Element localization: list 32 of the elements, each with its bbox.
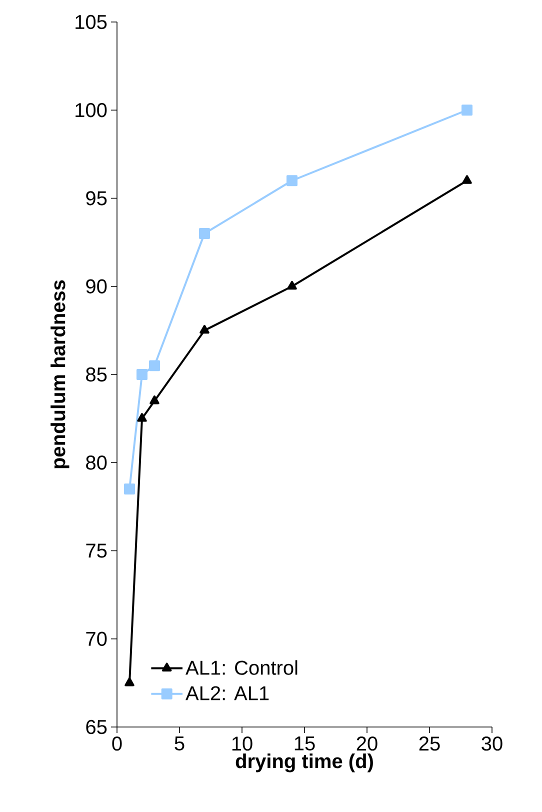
point xyxy=(150,395,160,404)
point xyxy=(200,324,210,334)
y-tick-label: 95 xyxy=(86,191,107,206)
x-tick-label: 20 xyxy=(356,736,378,751)
point xyxy=(137,413,147,422)
point xyxy=(286,175,298,186)
y-tick-label: 100 xyxy=(76,103,107,118)
x-tick-label: 15 xyxy=(294,736,315,750)
point xyxy=(124,677,134,686)
x-tick-label: 10 xyxy=(232,736,252,751)
x-tick-label: 0 xyxy=(112,736,122,751)
y-tick-label: 65 xyxy=(86,720,107,734)
point xyxy=(462,175,472,184)
point xyxy=(136,369,148,380)
y-tick-label: 90 xyxy=(86,279,107,294)
y-tick-label: 70 xyxy=(86,632,107,646)
y-tick-label: 80 xyxy=(86,456,107,470)
point xyxy=(124,484,135,495)
y-tick-label: 105 xyxy=(76,14,107,30)
y-tick-label: 75 xyxy=(86,544,107,558)
x-tick-label: 25 xyxy=(419,736,440,751)
legend-label: AL1: Control xyxy=(186,660,298,675)
x-tick-label: 30 xyxy=(482,736,502,751)
point xyxy=(462,104,472,116)
point xyxy=(149,360,160,372)
x-axis-title: drying time (d) xyxy=(236,754,373,772)
point xyxy=(287,280,297,290)
x-tick-label: 5 xyxy=(174,736,184,750)
legend-label: AL2: AL1 xyxy=(186,686,269,700)
point xyxy=(199,228,210,239)
y-tick-label: 85 xyxy=(86,367,107,382)
y-axis-title: pendulum hardness xyxy=(50,280,70,468)
